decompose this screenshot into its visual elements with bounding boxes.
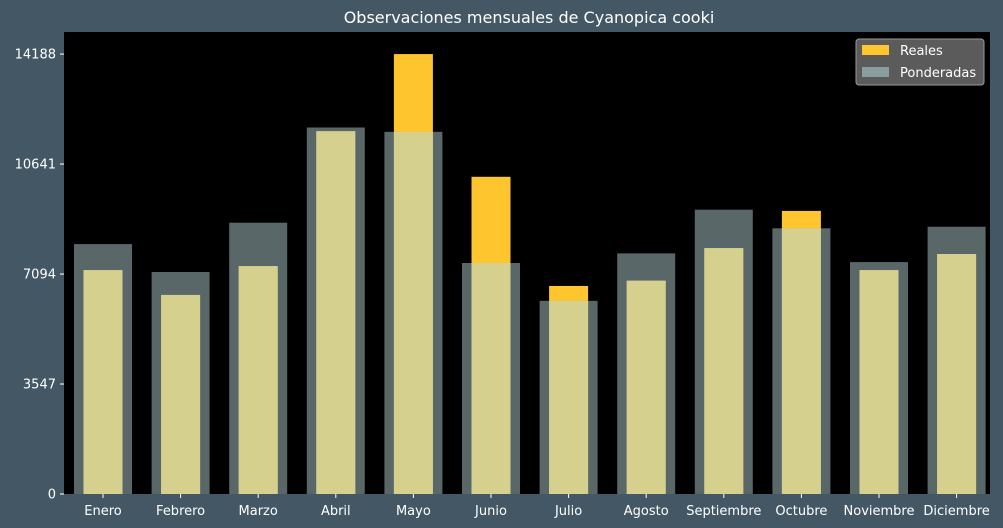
x-tick-label: Enero (84, 504, 122, 519)
x-tick-label: Diciembre (923, 504, 989, 519)
x-tick-label: Junio (474, 504, 507, 519)
x-tick-label: Febrero (156, 504, 205, 519)
y-tick-label: 14188 (15, 48, 56, 63)
x-tick-label: Octubre (775, 504, 827, 519)
bar-overlap-mayo (393, 131, 433, 494)
bar-overlap-febrero (161, 294, 201, 494)
y-tick-label: 7094 (23, 268, 56, 283)
x-tick-label: Mayo (396, 504, 431, 519)
bar-overlap-octubre (781, 228, 821, 495)
x-tick-label: Septiembre (686, 504, 761, 519)
legend: Reales Ponderadas (855, 38, 985, 86)
x-tick-label: Abril (321, 504, 351, 519)
chart-title: Observaciones mensuales de Cyanopica coo… (344, 8, 715, 27)
x-tick-label: Marzo (239, 504, 278, 519)
bars-layer (74, 54, 986, 495)
y-tick-label: 3547 (23, 378, 56, 393)
bar-overlap-julio (549, 300, 589, 494)
legend-swatch-ponderadas (862, 67, 889, 77)
x-tick-label: Noviembre (844, 504, 915, 519)
bar-overlap-abril (316, 131, 356, 494)
y-tick-label: 0 (48, 488, 56, 503)
legend-label-ponderadas: Ponderadas (900, 66, 976, 81)
x-tick-label: Julio (554, 504, 582, 519)
bar-overlap-enero (83, 270, 123, 494)
plot-area (64, 32, 990, 494)
bar-overlap-diciembre (937, 254, 977, 494)
x-tick-label: Agosto (624, 504, 669, 519)
legend-swatch-reales (862, 45, 889, 55)
bar-overlap-junio (471, 263, 511, 494)
bar-overlap-noviembre (859, 270, 899, 494)
legend-label-reales: Reales (900, 44, 943, 59)
bar-overlap-marzo (238, 266, 278, 494)
axis-layer: Enero Febrero Marzo Abril Mayo Junio Julio Agos… (15, 48, 990, 519)
y-tick-label: 10641 (15, 158, 56, 173)
bar-overlap-septiembre (704, 248, 744, 494)
bar-overlap-agosto (626, 280, 666, 494)
